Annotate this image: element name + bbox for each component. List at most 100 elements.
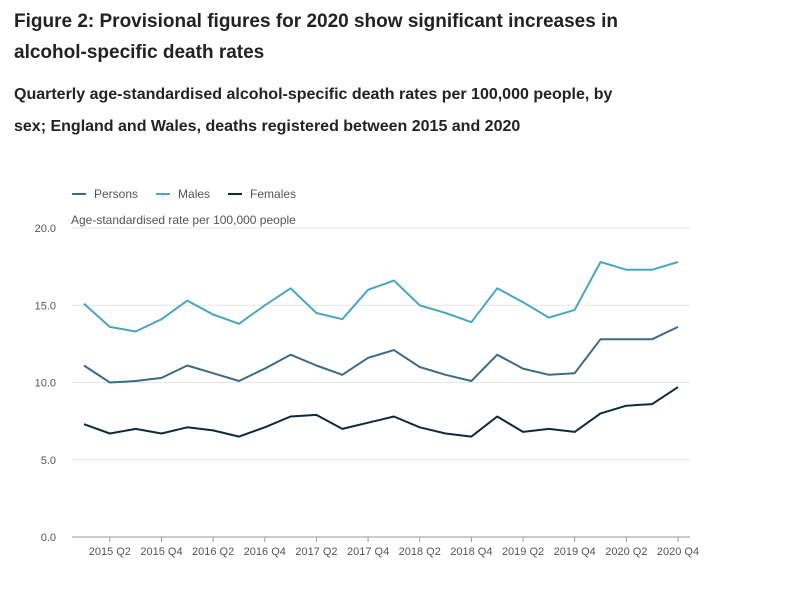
gridlines: [72, 227, 690, 538]
data-point-persons[interactable]: [672, 321, 684, 333]
x-tick-label: 2015 Q2: [89, 546, 131, 558]
data-point-persons[interactable]: [491, 349, 503, 361]
legend-label-males: Males: [178, 187, 211, 201]
data-point-males[interactable]: [310, 307, 322, 319]
data-point-males[interactable]: [672, 256, 684, 268]
data-point-females[interactable]: [595, 407, 607, 419]
data-point-females[interactable]: [646, 398, 658, 410]
axis-labels: 0.0 5.0 10.0 15.0 20.0 2015 Q2 2015 Q4 2016 Q2 2…: [35, 223, 700, 558]
data-point-persons[interactable]: [259, 363, 271, 375]
data-point-females[interactable]: [104, 427, 116, 439]
data-point-males[interactable]: [362, 284, 374, 296]
data-point-females[interactable]: [414, 421, 426, 433]
x-tick-label: 2019 Q4: [554, 546, 596, 558]
data-point-males[interactable]: [181, 295, 193, 307]
legend-label-persons: Persons: [94, 187, 139, 201]
data-point-males[interactable]: [465, 316, 477, 328]
series-lines: [78, 256, 684, 443]
data-point-persons[interactable]: [646, 333, 658, 345]
figure-title: Figure 2: Provisional figures for 2020 s…: [14, 11, 618, 63]
y-axis-label: Age-standardised rate per 100,000 people: [71, 213, 296, 227]
data-point-persons[interactable]: [440, 369, 452, 381]
data-point-persons[interactable]: [104, 377, 116, 389]
data-point-females[interactable]: [517, 426, 529, 438]
data-point-females[interactable]: [569, 426, 581, 438]
data-point-persons[interactable]: [181, 360, 193, 372]
data-point-persons[interactable]: [465, 375, 477, 387]
data-point-males[interactable]: [207, 309, 219, 321]
data-point-males[interactable]: [259, 299, 271, 311]
data-point-males[interactable]: [104, 321, 116, 333]
data-point-persons[interactable]: [569, 367, 581, 379]
data-point-persons[interactable]: [78, 360, 90, 372]
data-point-females[interactable]: [465, 431, 477, 443]
legend-item-males[interactable]: Males: [156, 187, 210, 201]
data-point-males[interactable]: [78, 298, 90, 310]
data-point-females[interactable]: [362, 417, 374, 429]
data-point-persons[interactable]: [310, 360, 322, 372]
data-point-females[interactable]: [388, 410, 400, 422]
y-tick-label: 5.0: [41, 455, 56, 467]
x-tick-label: 2020 Q2: [605, 546, 647, 558]
data-point-females[interactable]: [336, 423, 348, 435]
data-point-males[interactable]: [543, 312, 555, 324]
figure-subtitle: Quarterly age-standardised alcohol-speci…: [14, 86, 613, 135]
legend-swatch-females: [228, 193, 243, 195]
data-point-males[interactable]: [620, 264, 632, 276]
data-point-males[interactable]: [646, 264, 658, 276]
data-point-females[interactable]: [155, 427, 167, 439]
data-point-persons[interactable]: [517, 363, 529, 375]
data-point-males[interactable]: [595, 256, 607, 268]
legend-item-persons[interactable]: Persons: [72, 187, 138, 201]
data-point-males[interactable]: [336, 313, 348, 325]
x-tick-label: 2016 Q4: [244, 546, 286, 558]
data-point-persons[interactable]: [595, 333, 607, 345]
data-point-females[interactable]: [130, 423, 142, 435]
data-point-females[interactable]: [491, 410, 503, 422]
data-point-persons[interactable]: [207, 367, 219, 379]
data-point-females[interactable]: [207, 424, 219, 436]
data-point-females[interactable]: [672, 381, 684, 393]
x-tick-label: 2016 Q2: [192, 546, 234, 558]
data-point-females[interactable]: [78, 418, 90, 430]
data-point-males[interactable]: [569, 304, 581, 316]
legend-item-females[interactable]: Females: [228, 187, 296, 201]
data-point-males[interactable]: [388, 275, 400, 287]
data-point-persons[interactable]: [414, 361, 426, 373]
data-point-males[interactable]: [233, 318, 245, 330]
data-point-females[interactable]: [620, 400, 632, 412]
data-point-persons[interactable]: [620, 333, 632, 345]
series-line-persons[interactable]: [83, 325, 679, 384]
data-point-females[interactable]: [181, 421, 193, 433]
y-tick-label: 15.0: [35, 300, 56, 312]
series-line-females[interactable]: [83, 386, 679, 438]
data-point-persons[interactable]: [130, 375, 142, 387]
data-point-females[interactable]: [310, 409, 322, 421]
data-point-persons[interactable]: [285, 349, 297, 361]
x-tick-label: 2018 Q2: [399, 546, 441, 558]
data-point-males[interactable]: [285, 282, 297, 294]
data-point-males[interactable]: [414, 299, 426, 311]
data-point-persons[interactable]: [233, 375, 245, 387]
data-point-females[interactable]: [543, 423, 555, 435]
data-point-persons[interactable]: [543, 369, 555, 381]
data-point-males[interactable]: [440, 307, 452, 319]
data-point-females[interactable]: [285, 410, 297, 422]
data-point-males[interactable]: [517, 296, 529, 308]
data-point-persons[interactable]: [388, 344, 400, 356]
series-line-males[interactable]: [83, 261, 679, 333]
data-point-males[interactable]: [491, 282, 503, 294]
data-point-females[interactable]: [259, 421, 271, 433]
legend-label-females: Females: [250, 187, 297, 201]
data-point-persons[interactable]: [336, 369, 348, 381]
data-point-females[interactable]: [440, 427, 452, 439]
data-point-females[interactable]: [233, 431, 245, 443]
data-point-persons[interactable]: [362, 352, 374, 364]
data-point-males[interactable]: [155, 313, 167, 325]
legend-swatch-males: [156, 193, 171, 195]
x-tick-label: 2020 Q4: [657, 546, 699, 558]
x-tick-label: 2017 Q2: [295, 546, 337, 558]
data-point-persons[interactable]: [155, 372, 167, 384]
data-point-males[interactable]: [130, 326, 142, 338]
